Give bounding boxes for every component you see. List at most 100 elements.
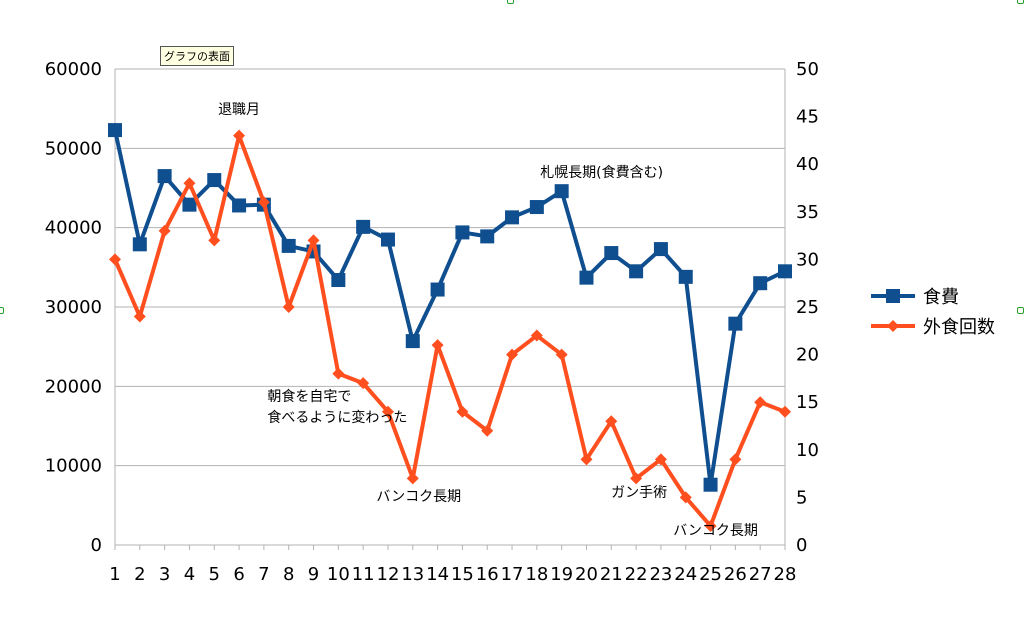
data-point-square bbox=[778, 264, 792, 279]
data-point-square bbox=[232, 198, 247, 213]
y-right-tick-label: 0 bbox=[796, 535, 807, 556]
y-left-tick-label: 10000 bbox=[45, 456, 102, 477]
data-point-diamond bbox=[282, 301, 295, 313]
data-point-diamond bbox=[357, 377, 370, 390]
data-point-square bbox=[653, 242, 668, 257]
x-tick-label: 5 bbox=[209, 564, 220, 585]
data-point-square bbox=[678, 269, 693, 284]
selection-handle-top-right[interactable] bbox=[1017, 0, 1024, 4]
x-tick-label: 4 bbox=[184, 564, 195, 585]
data-point-square bbox=[703, 477, 718, 492]
data-point-square bbox=[207, 173, 222, 188]
data-point-diamond bbox=[183, 177, 196, 190]
data-point-square bbox=[182, 197, 197, 212]
data-point-square bbox=[529, 200, 544, 215]
x-tick-label: 27 bbox=[749, 564, 772, 585]
annotation-label: 札幌長期(食費含む) bbox=[540, 164, 663, 181]
y-left-tick-label: 30000 bbox=[45, 297, 102, 318]
x-tick-label: 14 bbox=[426, 564, 449, 585]
data-point-square bbox=[157, 169, 172, 184]
x-tick-label: 22 bbox=[625, 564, 648, 585]
y-left-tick-label: 60000 bbox=[45, 59, 102, 80]
data-point-diamond bbox=[654, 453, 667, 466]
data-point-diamond bbox=[233, 129, 246, 142]
x-tick-label: 9 bbox=[308, 564, 319, 585]
x-tick-label: 18 bbox=[525, 564, 548, 585]
data-point-diamond bbox=[630, 472, 643, 485]
x-tick-label: 15 bbox=[451, 564, 474, 585]
data-point-diamond bbox=[208, 234, 221, 247]
selection-handle-right[interactable] bbox=[1017, 307, 1024, 314]
y-left-tick-label: 40000 bbox=[45, 218, 102, 239]
y-right-tick-label: 15 bbox=[796, 392, 819, 413]
data-point-diamond bbox=[431, 339, 444, 352]
data-point-square bbox=[629, 264, 644, 279]
data-point-diamond bbox=[779, 405, 791, 418]
x-tick-label: 2 bbox=[134, 564, 145, 585]
y-right-tick-label: 20 bbox=[796, 345, 819, 366]
data-point-diamond bbox=[158, 224, 171, 237]
y-right-tick-label: 30 bbox=[796, 249, 819, 270]
x-tick-label: 13 bbox=[401, 564, 424, 585]
data-point-square bbox=[505, 210, 520, 225]
annotation-label: 退職月 bbox=[218, 102, 260, 118]
legend-marker-diamond bbox=[887, 320, 899, 332]
x-tick-label: 6 bbox=[233, 564, 244, 585]
x-tick-label: 25 bbox=[699, 564, 722, 585]
legend-marker-square bbox=[886, 289, 900, 303]
data-point-diamond bbox=[381, 405, 394, 418]
x-tick-label: 17 bbox=[501, 564, 524, 585]
data-point-square bbox=[356, 219, 371, 234]
x-tick-label: 19 bbox=[550, 564, 573, 585]
annotation-label: 食べるように変わった bbox=[267, 409, 407, 426]
data-point-square bbox=[132, 237, 147, 252]
data-point-diamond bbox=[754, 396, 767, 409]
data-point-diamond bbox=[257, 196, 270, 209]
data-point-diamond bbox=[530, 329, 543, 342]
data-point-square bbox=[753, 276, 768, 291]
data-point-square bbox=[455, 225, 470, 240]
y-left-tick-label: 20000 bbox=[45, 376, 102, 397]
data-point-square bbox=[728, 316, 743, 331]
y-right-tick-label: 25 bbox=[796, 297, 819, 318]
x-tick-label: 23 bbox=[649, 564, 672, 585]
annotation-label: ガン手術 bbox=[611, 485, 667, 501]
data-point-square bbox=[480, 229, 495, 244]
data-point-diamond bbox=[307, 234, 320, 247]
x-tick-label: 7 bbox=[258, 564, 269, 585]
series-line-2 bbox=[113, 133, 786, 528]
y-right-tick-label: 50 bbox=[796, 59, 819, 80]
data-point-diamond bbox=[406, 472, 419, 485]
data-point-square bbox=[604, 246, 619, 261]
data-point-diamond bbox=[481, 424, 494, 437]
data-point-square bbox=[405, 334, 420, 349]
y-right-tick-label: 40 bbox=[796, 154, 819, 175]
data-point-square bbox=[281, 238, 296, 253]
data-point-square bbox=[380, 232, 395, 247]
x-tick-label: 20 bbox=[575, 564, 598, 585]
data-point-diamond bbox=[456, 405, 469, 418]
y-left-tick-label: 50000 bbox=[45, 138, 102, 159]
data-point-diamond bbox=[729, 453, 742, 466]
data-point-square bbox=[430, 282, 445, 297]
x-tick-label: 26 bbox=[724, 564, 747, 585]
data-point-diamond bbox=[133, 310, 146, 323]
annotation-label: バンコク長期 bbox=[376, 489, 461, 505]
x-tick-label: 11 bbox=[352, 564, 375, 585]
data-point-square bbox=[554, 184, 569, 199]
x-tick-label: 1 bbox=[109, 564, 120, 585]
series bbox=[108, 123, 792, 532]
selection-handle-left[interactable] bbox=[0, 307, 4, 314]
data-point-diamond bbox=[580, 453, 593, 466]
selection-handle-top[interactable] bbox=[507, 0, 514, 4]
x-tick-label: 8 bbox=[283, 564, 294, 585]
x-tick-label: 28 bbox=[774, 564, 797, 585]
legend-label: 食費 bbox=[923, 287, 959, 308]
x-tick-label: 10 bbox=[327, 564, 350, 585]
data-point-diamond bbox=[506, 348, 519, 361]
data-point-diamond bbox=[332, 367, 345, 380]
